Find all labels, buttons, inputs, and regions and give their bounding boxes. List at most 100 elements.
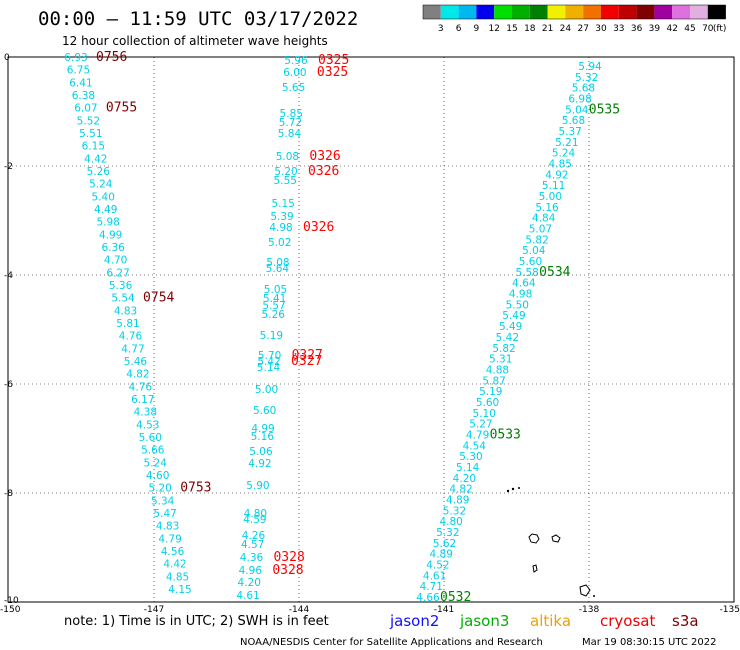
swh-value: 4.42 [84,153,107,165]
swh-value: 5.84 [278,128,302,140]
swh-value: 4.77 [121,343,144,355]
plot-area: -150 -147 -144 -141 -138 -135 0 -2 -4 -6 -8 -10 6.… [0,50,740,615]
swh-value: 4.99 [99,229,122,241]
swh-value: 5.19 [479,386,502,398]
swh-value: 6.38 [72,90,95,102]
y-tick-label: -8 [4,489,13,499]
swh-value: 5.32 [436,527,459,539]
swh-value: 4.26 [242,530,266,542]
swh-value: 6.15 [82,141,105,153]
swh-value: 5.24 [89,179,113,191]
swh-value: 5.60 [253,405,276,417]
swh-value: 5.51 [79,128,102,140]
satellite-label: jason2 [389,612,439,630]
footer-note: note: 1) Time is in UTC; 2) SWH is in fe… [64,614,329,629]
swh-value: 5.52 [77,115,100,127]
swh-value: 5.26 [262,309,286,321]
swh-value: 5.10 [473,408,496,420]
swh-value: 5.04 [522,245,546,257]
swh-value: 5.31 [489,354,512,366]
scale-label: 27 [577,24,588,34]
swh-value: 5.20 [148,483,171,495]
pass-time-label: 0326 [308,164,339,179]
swh-value: 4.92 [248,458,271,470]
swh-value: 5.32 [443,505,466,517]
y-tick-label: -4 [4,271,13,281]
pass-time-label: 0326 [309,149,340,164]
scale-label: 30 [595,24,607,34]
scale-swatch [707,5,726,19]
swh-value: 5.06 [249,446,273,458]
pass-time-label: 0325 [318,53,349,68]
swh-value: 5.02 [268,237,291,249]
swh-value: 5.08 [276,151,299,163]
altimeter-tracks: 6.936.756.416.386.075.525.516.154.425.26… [64,50,620,605]
swh-value: 5.05 [264,284,287,296]
swh-value: 5.32 [575,72,598,84]
track-c: 5.945.325.686.985.045.685.375.215.244.85… [416,61,620,605]
scale-swatch [583,5,601,19]
pass-time-label: 0328 [272,563,303,578]
swh-value: 6.36 [101,242,125,254]
scale-swatch [672,5,690,19]
swh-value: 6.00 [283,67,306,79]
island-outline [579,584,591,597]
track-b: 5.966.00 5.65 5.855.725.84 5.08 5.205.55 5.15… [236,53,349,602]
pass-time-label: 0325 [317,65,348,80]
swh-value: 5.08 [266,257,289,269]
swh-value: 4.99 [251,423,274,435]
scale-label: 33 [613,24,624,34]
swh-value: 5.26 [87,166,111,178]
swh-value: 4.53 [136,419,159,431]
swh-value: 5.24 [144,457,168,469]
page-title: 00:00 – 11:59 UTC 03/17/2022 [38,8,358,30]
swh-value: 4.79 [158,533,181,545]
swh-value: 4.15 [168,584,191,596]
swh-value: 4.92 [545,169,568,181]
pass-time-label: 0533 [490,427,521,442]
swh-value: 5.11 [542,180,565,192]
swh-value: 6.93 [64,52,87,64]
pass-time-label: 0328 [273,550,304,565]
swh-value: 5.34 [151,495,175,507]
swh-value: 4.71 [420,581,443,593]
scale-swatch [476,5,495,19]
swh-value: 4.20 [453,473,476,485]
pass-time-label: 0532 [440,590,471,605]
swh-value: 5.14 [456,462,480,474]
swh-value: 5.60 [476,397,499,409]
swh-value: 5.50 [506,299,529,311]
scale-label: 15 [506,24,517,34]
scale-swatch [565,5,584,19]
satellite-label: altika [530,612,571,630]
scale-label: 21 [542,24,553,34]
scale-label: 3 [438,24,444,34]
scale-swatch [690,5,708,19]
scale-swatch [654,5,673,19]
swh-value: 5.30 [459,451,482,463]
credit-text: NOAA/NESDIS Center for Satellite Applica… [240,637,543,648]
swh-value: 5.94 [578,61,602,73]
scale-label: 18 [524,24,536,34]
swh-value: 5.36 [109,280,133,292]
swh-value: 5.40 [92,191,115,203]
swh-value: 5.62 [433,538,456,550]
swh-value: 5.82 [525,234,548,246]
scale-swatch [494,5,512,19]
satellite-label: jason3 [459,612,509,630]
swh-value: 5.39 [270,211,293,223]
scale-swatch [601,5,619,19]
swh-value: 5.00 [539,191,562,203]
island-outline [532,564,538,573]
island-dot [518,487,520,489]
scale-label: 45 [684,24,695,34]
island-outlines [506,487,595,597]
swh-value: 5.37 [558,126,581,138]
swh-value: 4.83 [114,305,137,317]
swh-value: 4.57 [241,539,264,551]
swh-value: 5.41 [263,293,286,305]
x-tick-label: -135 [720,605,740,615]
color-scale-legend: 3 6 9 12 15 18 21 24 27 30 33 36 39 42 45 70 (ft) [422,4,726,34]
scale-frame [422,4,726,20]
swh-value: 4.56 [161,546,185,558]
